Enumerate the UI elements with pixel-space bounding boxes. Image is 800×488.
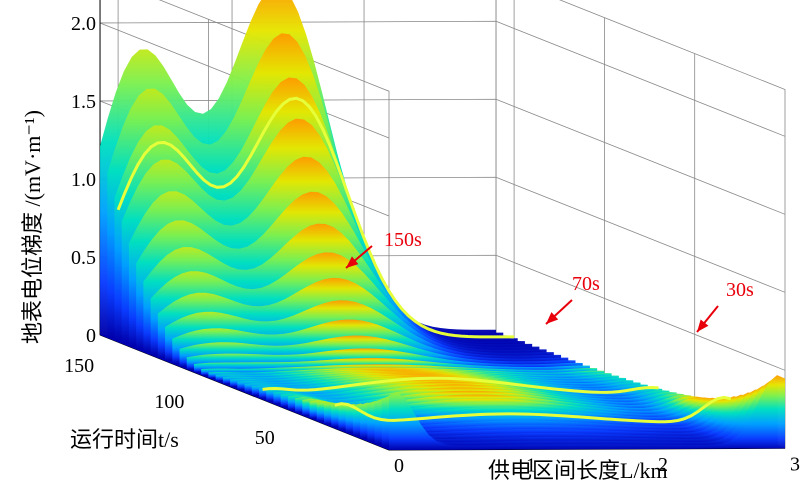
x-tick-label: 3 (790, 453, 800, 475)
annotation-30s: 30s (696, 279, 754, 333)
arrow-head (697, 319, 709, 332)
annotation-70s: 70s (545, 273, 600, 325)
z-tick-label: 1.0 (71, 169, 96, 191)
x-tick-label: 1 (526, 454, 536, 476)
annotations: 150s 70s 30s (345, 229, 754, 333)
y-tick-label: 50 (255, 427, 275, 449)
annotation-150s: 150s (345, 229, 422, 269)
slice-lines (116, 96, 732, 424)
x-axis-label: 供电区间长度L/km (488, 458, 668, 483)
surface-slice (338, 397, 735, 430)
arrow-head (346, 256, 359, 268)
slice-line-70s (262, 376, 659, 394)
x-tick-label: 0 (394, 455, 404, 477)
z-tick-label: 2.0 (71, 13, 96, 35)
slice-line-30s (334, 395, 732, 424)
surface-slice (345, 396, 742, 433)
surface-slice (389, 375, 785, 450)
annotation-label: 150s (384, 229, 422, 251)
y-axis-label: 运行时间t/s (70, 427, 179, 452)
x-tick-label: 2 (658, 454, 668, 476)
z-tick-label: 0 (86, 325, 96, 347)
z-tick-label: 1.5 (71, 91, 96, 113)
y-tick-label: 100 (154, 391, 184, 413)
annotation-label: 30s (726, 279, 754, 301)
z-axis-label: 地表电位梯度 /(mV·m⁻¹) (20, 110, 45, 344)
surface (100, 0, 786, 450)
y-tick-label: 150 (64, 355, 94, 377)
tick-labels: 0 1 2 3 50 100 150 0 0.5 1.0 1.5 2.0 (64, 13, 800, 477)
z-tick-label: 0.5 (71, 247, 96, 269)
arrow-head (546, 312, 559, 324)
annotation-label: 70s (572, 273, 600, 295)
slice-line-150s (116, 96, 515, 339)
